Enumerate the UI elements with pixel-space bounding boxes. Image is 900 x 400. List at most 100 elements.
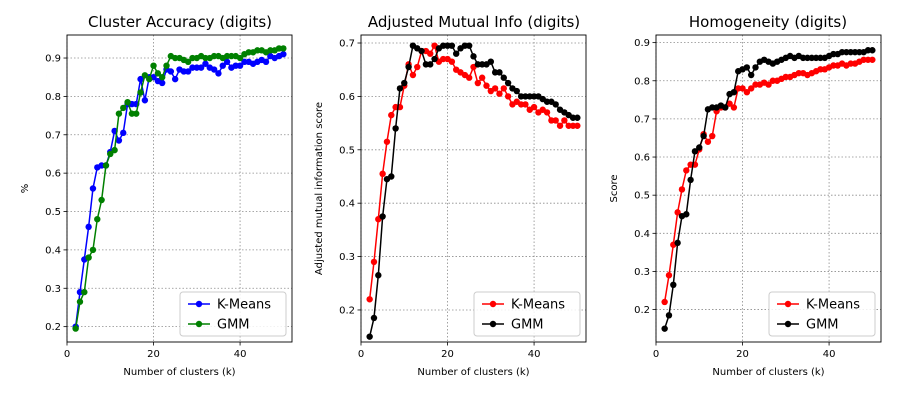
- data-point: [124, 98, 131, 106]
- data-point: [120, 129, 127, 137]
- data-point: [215, 70, 222, 77]
- y-tick-label: 0.2: [634, 305, 650, 316]
- data-point: [522, 101, 529, 108]
- data-point: [115, 137, 123, 144]
- data-point: [409, 71, 417, 79]
- data-point: [102, 162, 110, 169]
- x-tick-label: 40: [823, 349, 836, 360]
- data-point: [388, 173, 395, 180]
- data-point: [370, 314, 378, 322]
- data-point: [448, 58, 456, 65]
- data-point: [396, 85, 404, 92]
- y-tick-label: 0.6: [45, 169, 61, 180]
- data-point: [665, 312, 673, 319]
- x-tick-label: 40: [234, 349, 247, 360]
- legend-swatch-marker: [195, 300, 203, 308]
- data-point: [150, 62, 157, 69]
- y-tick-label: 0.9: [634, 38, 650, 49]
- data-point: [379, 213, 386, 220]
- x-tick-label: 0: [358, 349, 364, 360]
- x-tick-label: 0: [64, 349, 70, 360]
- x-tick-label: 20: [147, 349, 160, 360]
- data-point: [210, 66, 218, 73]
- series-k-means: [72, 50, 287, 330]
- data-point: [674, 209, 681, 216]
- series-k-means: [661, 56, 876, 306]
- data-point: [561, 117, 568, 124]
- data-point: [500, 74, 507, 81]
- data-point: [133, 110, 140, 117]
- data-point: [504, 93, 512, 100]
- data-point: [487, 58, 495, 65]
- x-axis-label: Number of clusters (k): [712, 367, 824, 378]
- data-point: [98, 196, 105, 204]
- legend-entry: K-Means: [217, 298, 271, 313]
- y-tick-label: 0.5: [339, 145, 355, 156]
- data-point: [158, 74, 166, 81]
- data-point: [530, 103, 538, 111]
- y-tick-label: 0.3: [634, 267, 650, 278]
- data-point: [223, 58, 231, 66]
- data-point: [687, 176, 694, 184]
- chart-panel-3: 0 20 40 0.2 0.3 0.4 0.5 0.6 0.7 0.8 0.9 Homogeneity…: [609, 13, 882, 378]
- y-tick-label: 0.6: [339, 92, 355, 103]
- data-point: [500, 85, 507, 92]
- data-point: [137, 75, 144, 83]
- data-point: [683, 167, 690, 174]
- data-point: [730, 104, 738, 111]
- data-point: [478, 74, 486, 81]
- legend-entry: GMM: [806, 318, 839, 333]
- y-tick-label: 0.8: [634, 76, 650, 87]
- y-axis-label: Score: [609, 174, 620, 202]
- data-point: [452, 50, 460, 57]
- legend-swatch-marker: [784, 320, 792, 328]
- series-line: [74, 53, 284, 327]
- y-tick-label: 0.2: [339, 305, 355, 316]
- data-point: [366, 333, 373, 340]
- data-point: [111, 146, 118, 154]
- data-point: [752, 64, 759, 71]
- data-point: [678, 186, 686, 193]
- data-point: [665, 272, 673, 279]
- data-point: [414, 63, 421, 71]
- data-point: [392, 125, 399, 132]
- data-point: [280, 45, 287, 52]
- data-point: [431, 55, 438, 63]
- series-line: [74, 47, 284, 329]
- y-tick-label: 0.8: [45, 92, 61, 103]
- data-point: [491, 85, 499, 92]
- data-point: [120, 104, 127, 112]
- y-tick-label: 0.3: [45, 284, 61, 295]
- data-point: [709, 132, 716, 140]
- y-tick-label: 0.2: [45, 322, 61, 333]
- series-k-means: [366, 42, 581, 303]
- data-point: [137, 89, 144, 96]
- data-point: [552, 117, 559, 124]
- series-line: [663, 49, 873, 329]
- data-point: [696, 144, 703, 151]
- data-point: [197, 64, 205, 71]
- x-tick-label: 40: [528, 349, 541, 360]
- legend: K-Means GMM: [179, 291, 287, 337]
- data-point: [543, 109, 551, 116]
- data-point: [683, 211, 690, 218]
- y-tick-label: 0.7: [634, 114, 650, 125]
- chart-title: Cluster Accuracy (digits): [88, 13, 272, 31]
- chart-panel-1: 0 20 40 0.2 0.3 0.4 0.5 0.6 0.7 0.8 0.9 Cluster Acc…: [20, 13, 293, 378]
- legend-swatch-marker: [784, 300, 792, 308]
- data-point: [89, 185, 97, 192]
- legend-swatch-marker: [489, 320, 497, 328]
- legend: K-Means GMM: [768, 291, 876, 337]
- legend-box: [768, 291, 876, 337]
- data-point: [483, 82, 490, 89]
- data-point: [158, 79, 166, 87]
- data-point: [700, 132, 707, 140]
- data-point: [163, 62, 170, 69]
- data-point: [691, 148, 699, 155]
- data-point: [388, 111, 395, 119]
- x-axis-label: Number of clusters (k): [417, 367, 529, 378]
- data-point: [465, 42, 473, 49]
- y-axis-label: %: [20, 184, 31, 194]
- data-point: [552, 101, 559, 108]
